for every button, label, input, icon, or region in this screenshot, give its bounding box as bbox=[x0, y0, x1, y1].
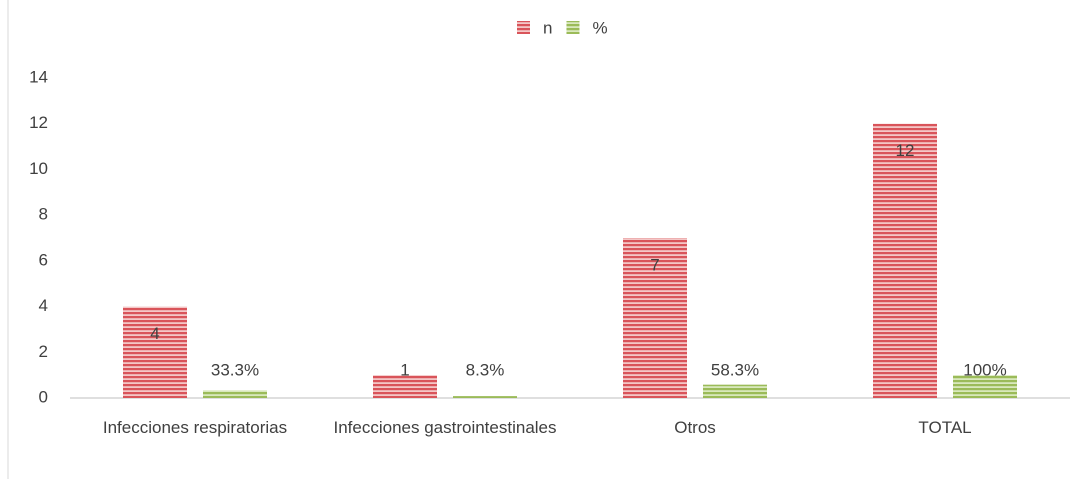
bar bbox=[373, 375, 437, 398]
data-label: 4 bbox=[150, 324, 159, 343]
y-tick-label: 10 bbox=[29, 159, 48, 178]
legend-label: % bbox=[592, 18, 607, 37]
legend-swatch bbox=[566, 21, 580, 34]
y-tick-label: 12 bbox=[29, 113, 48, 132]
data-label: 1 bbox=[400, 360, 409, 379]
y-tick-label: 14 bbox=[29, 67, 48, 86]
legend-label: n bbox=[543, 18, 552, 37]
x-tick-label: Otros bbox=[674, 418, 716, 437]
data-label: 8.3% bbox=[466, 360, 505, 379]
y-tick-label: 8 bbox=[39, 205, 48, 224]
bar bbox=[703, 384, 767, 398]
data-label: 7 bbox=[650, 255, 659, 274]
y-tick-label: 6 bbox=[39, 250, 48, 269]
data-label: 58.3% bbox=[711, 360, 759, 379]
bar bbox=[873, 123, 937, 398]
bar bbox=[953, 375, 1017, 398]
legend-swatch bbox=[517, 21, 530, 34]
data-label: 33.3% bbox=[211, 360, 259, 379]
y-tick-label: 2 bbox=[39, 342, 48, 361]
y-tick-label: 0 bbox=[39, 387, 48, 406]
bar bbox=[453, 396, 517, 398]
x-tick-label: Infecciones respiratorias bbox=[102, 418, 288, 437]
bar bbox=[123, 306, 187, 398]
x-tick-label: Infecciones gastrointestinales bbox=[333, 418, 557, 437]
y-tick-label: 4 bbox=[39, 296, 48, 315]
bar bbox=[203, 390, 267, 398]
x-tick-label: TOTAL bbox=[918, 418, 972, 437]
bar bbox=[623, 238, 687, 398]
data-label: 12 bbox=[896, 141, 915, 160]
data-label: 100% bbox=[963, 360, 1006, 379]
